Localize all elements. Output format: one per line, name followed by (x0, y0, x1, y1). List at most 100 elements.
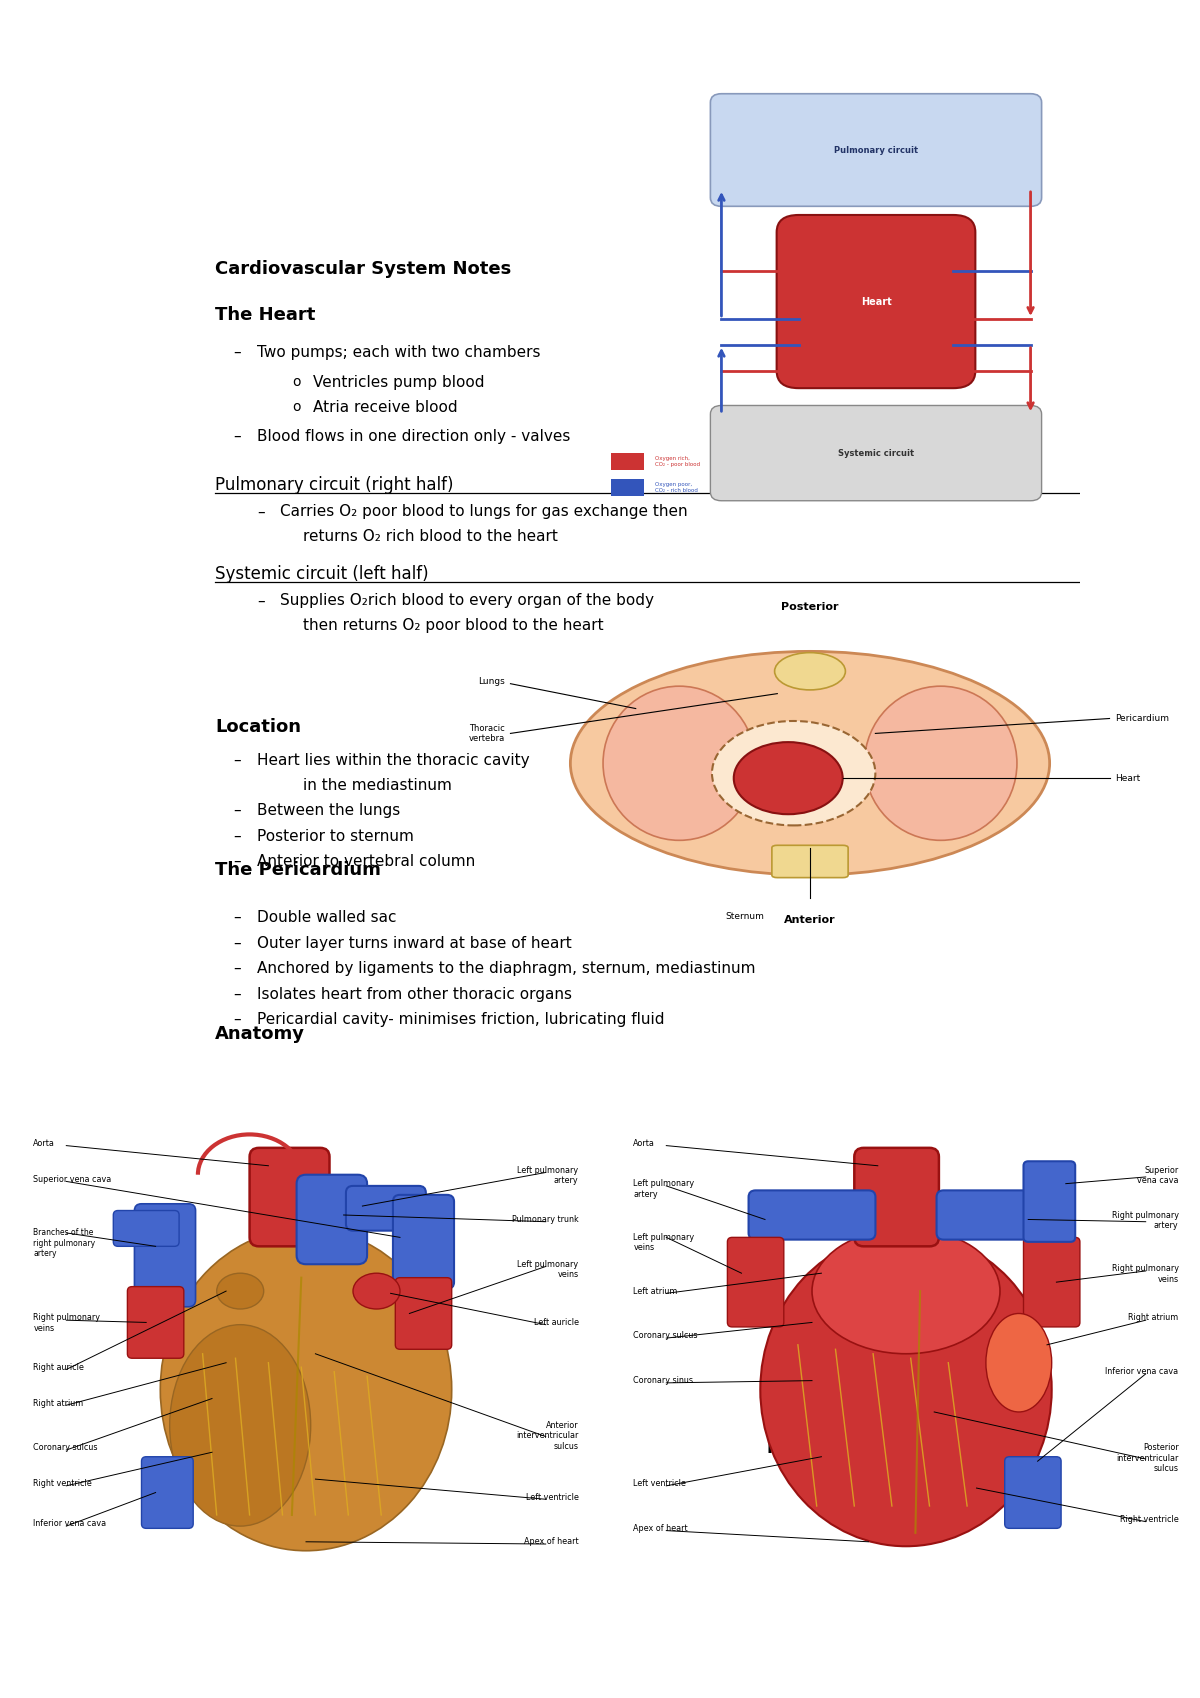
Text: Posterior to sternum: Posterior to sternum (257, 829, 414, 844)
Text: –: – (257, 504, 264, 520)
Text: Anterior to vertebral column: Anterior to vertebral column (257, 854, 475, 869)
Bar (611, 479, 644, 496)
Text: Double walled sac: Double walled sac (257, 910, 396, 925)
Text: Two pumps; each with two chambers: Two pumps; each with two chambers (257, 345, 540, 360)
Text: Supplies O₂rich blood to every organ of the body: Supplies O₂rich blood to every organ of … (281, 593, 654, 608)
Text: The Pericardium: The Pericardium (215, 861, 380, 880)
Text: –: – (234, 428, 241, 443)
Ellipse shape (775, 652, 846, 689)
Text: –: – (257, 593, 264, 608)
Text: –: – (234, 752, 241, 767)
FancyBboxPatch shape (142, 1457, 193, 1528)
Text: Heart: Heart (1115, 774, 1140, 783)
Text: Anterior: Anterior (784, 915, 836, 925)
Text: Anchored by ligaments to the diaphragm, sternum, mediastinum: Anchored by ligaments to the diaphragm, … (257, 961, 756, 976)
Text: Right auricle: Right auricle (34, 1363, 84, 1372)
Text: Oxygen poor,
CO₂ - rich blood: Oxygen poor, CO₂ - rich blood (655, 482, 698, 492)
FancyBboxPatch shape (250, 1148, 330, 1246)
Text: Left pulmonary
veins: Left pulmonary veins (634, 1233, 695, 1253)
Text: Aorta: Aorta (34, 1139, 55, 1148)
Text: –: – (234, 854, 241, 869)
Text: Left ventricle: Left ventricle (526, 1493, 578, 1501)
Ellipse shape (217, 1274, 264, 1309)
Text: Superior vena cava: Superior vena cava (34, 1175, 112, 1184)
FancyBboxPatch shape (936, 1190, 1045, 1240)
Text: The Heart: The Heart (215, 306, 316, 324)
Text: Superior
vena cava: Superior vena cava (1138, 1167, 1178, 1185)
FancyBboxPatch shape (710, 406, 1042, 501)
Text: Blood flows in one direction only - valves: Blood flows in one direction only - valv… (257, 428, 570, 443)
Text: o: o (293, 375, 301, 389)
Ellipse shape (161, 1228, 451, 1550)
Ellipse shape (353, 1274, 400, 1309)
Text: –: – (234, 829, 241, 844)
Text: Right pulmonary
veins: Right pulmonary veins (34, 1314, 101, 1333)
FancyBboxPatch shape (854, 1148, 938, 1246)
Text: Posterior: Posterior (781, 601, 839, 611)
Ellipse shape (169, 1324, 311, 1527)
Text: Posterior
interventricular
sulcus: Posterior interventricular sulcus (1116, 1443, 1178, 1474)
Ellipse shape (864, 686, 1016, 841)
FancyBboxPatch shape (127, 1287, 184, 1358)
FancyBboxPatch shape (134, 1204, 196, 1307)
Text: Aorta: Aorta (634, 1139, 655, 1148)
Text: Isolates heart from other thoracic organs: Isolates heart from other thoracic organ… (257, 987, 572, 1002)
Text: o: o (293, 401, 301, 414)
Text: Ventricles pump blood: Ventricles pump blood (313, 375, 485, 391)
Text: Left pulmonary
artery: Left pulmonary artery (517, 1167, 578, 1185)
Text: Pulmonary circuit: Pulmonary circuit (834, 146, 918, 155)
Text: Coronary sulcus: Coronary sulcus (34, 1443, 98, 1452)
FancyBboxPatch shape (1004, 1457, 1061, 1528)
Text: in the mediastinum: in the mediastinum (304, 778, 452, 793)
Text: Systemic circuit (left half): Systemic circuit (left half) (215, 565, 428, 582)
FancyBboxPatch shape (395, 1277, 451, 1350)
Text: Sternum: Sternum (725, 912, 764, 922)
FancyBboxPatch shape (710, 93, 1042, 207)
Text: Right atrium: Right atrium (34, 1399, 84, 1408)
Ellipse shape (733, 742, 842, 815)
FancyBboxPatch shape (1024, 1238, 1080, 1326)
Ellipse shape (761, 1233, 1051, 1547)
Ellipse shape (986, 1314, 1051, 1413)
Text: Atria receive blood: Atria receive blood (313, 401, 457, 414)
Text: Outer layer turns inward at base of heart: Outer layer turns inward at base of hear… (257, 936, 571, 951)
Text: –: – (234, 987, 241, 1002)
Text: Right atrium: Right atrium (1128, 1314, 1178, 1323)
Text: Coronary sulcus: Coronary sulcus (634, 1331, 698, 1340)
Text: Pericardium: Pericardium (1115, 713, 1169, 723)
Text: POSTERIOR: POSTERIOR (766, 1440, 874, 1457)
Text: Systemic circuit: Systemic circuit (838, 448, 914, 458)
Text: returns O₂ rich blood to the heart: returns O₂ rich blood to the heart (304, 530, 558, 545)
FancyBboxPatch shape (772, 846, 848, 878)
FancyBboxPatch shape (113, 1211, 179, 1246)
Text: Location: Location (215, 718, 301, 735)
Ellipse shape (570, 652, 1050, 874)
FancyBboxPatch shape (392, 1195, 454, 1289)
Text: Cardiovascular System Notes: Cardiovascular System Notes (215, 260, 511, 278)
Text: then returns O₂ poor blood to the heart: then returns O₂ poor blood to the heart (304, 618, 604, 633)
Text: Lungs: Lungs (479, 678, 505, 686)
Text: Left pulmonary
artery: Left pulmonary artery (634, 1178, 695, 1199)
Text: Heart: Heart (860, 297, 892, 307)
Ellipse shape (604, 686, 756, 841)
Text: Left pulmonary
veins: Left pulmonary veins (517, 1260, 578, 1279)
Bar (611, 453, 644, 470)
Text: –: – (234, 961, 241, 976)
Text: Oxygen rich,
CO₂ - poor blood: Oxygen rich, CO₂ - poor blood (655, 457, 701, 467)
Text: Thoracic
vertebra: Thoracic vertebra (469, 723, 505, 744)
Text: Anatomy: Anatomy (215, 1026, 305, 1043)
Text: Right ventricle: Right ventricle (1120, 1515, 1178, 1523)
Text: Inferior vena cava: Inferior vena cava (34, 1520, 107, 1528)
FancyBboxPatch shape (346, 1185, 426, 1231)
FancyBboxPatch shape (296, 1175, 367, 1265)
Text: Right ventricle: Right ventricle (34, 1479, 92, 1487)
FancyBboxPatch shape (776, 216, 976, 389)
Text: Between the lungs: Between the lungs (257, 803, 401, 817)
FancyBboxPatch shape (1024, 1161, 1075, 1241)
Text: Left ventricle: Left ventricle (634, 1479, 686, 1487)
Text: Branches of the
right pulmonary
artery: Branches of the right pulmonary artery (34, 1228, 96, 1258)
Text: Right pulmonary
veins: Right pulmonary veins (1111, 1265, 1178, 1284)
Text: –: – (234, 345, 241, 360)
Text: Carries O₂ poor blood to lungs for gas exchange then: Carries O₂ poor blood to lungs for gas e… (281, 504, 688, 520)
Ellipse shape (712, 722, 875, 825)
